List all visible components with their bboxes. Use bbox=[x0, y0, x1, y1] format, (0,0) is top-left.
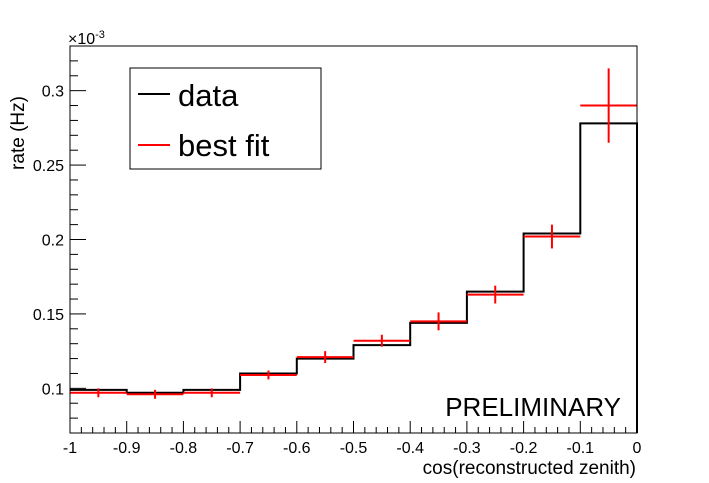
x-tick-label: 0 bbox=[633, 440, 642, 457]
plot-frame bbox=[69, 45, 638, 434]
legend-box bbox=[129, 67, 322, 170]
x-tick-label: -0.6 bbox=[283, 440, 311, 457]
x-tick-label: -0.5 bbox=[340, 440, 368, 457]
x-tick-label: -0.3 bbox=[453, 440, 481, 457]
y-tick-label: 0.3 bbox=[42, 84, 64, 101]
x-axis-title: cos(reconstructed zenith) bbox=[423, 458, 636, 479]
x-tick-label: -0.7 bbox=[226, 440, 254, 457]
legend: data best fit bbox=[129, 67, 322, 170]
series-layer bbox=[70, 68, 638, 433]
y-tick-label: 0.1 bbox=[42, 381, 64, 398]
preliminary-annotation: PRELIMINARY bbox=[445, 392, 621, 422]
x-tick-label: -0.9 bbox=[113, 440, 141, 457]
x-tick-label: -0.8 bbox=[170, 440, 198, 457]
x-tick-label: -1 bbox=[63, 440, 77, 457]
x-tick-label: -0.2 bbox=[510, 440, 538, 457]
y-tick-label: 0.15 bbox=[33, 307, 64, 324]
y-tick-label: 0.2 bbox=[42, 233, 64, 250]
y-tick-label: 0.25 bbox=[33, 158, 64, 175]
x-tick-label: -0.1 bbox=[567, 440, 595, 457]
legend-label-best-fit: best fit bbox=[178, 128, 270, 163]
x-tick-label: -0.4 bbox=[396, 440, 424, 457]
y-axis-title: rate (Hz) bbox=[8, 96, 29, 170]
y-exponent-label: ×10-3 bbox=[68, 29, 105, 48]
legend-label-data: data bbox=[178, 78, 239, 113]
tick-labels: -1 -0.9 -0.8 -0.7 -0.6 -0.5 -0.4 -0.3 -0.2 -0.1 0 0… bbox=[33, 84, 642, 457]
